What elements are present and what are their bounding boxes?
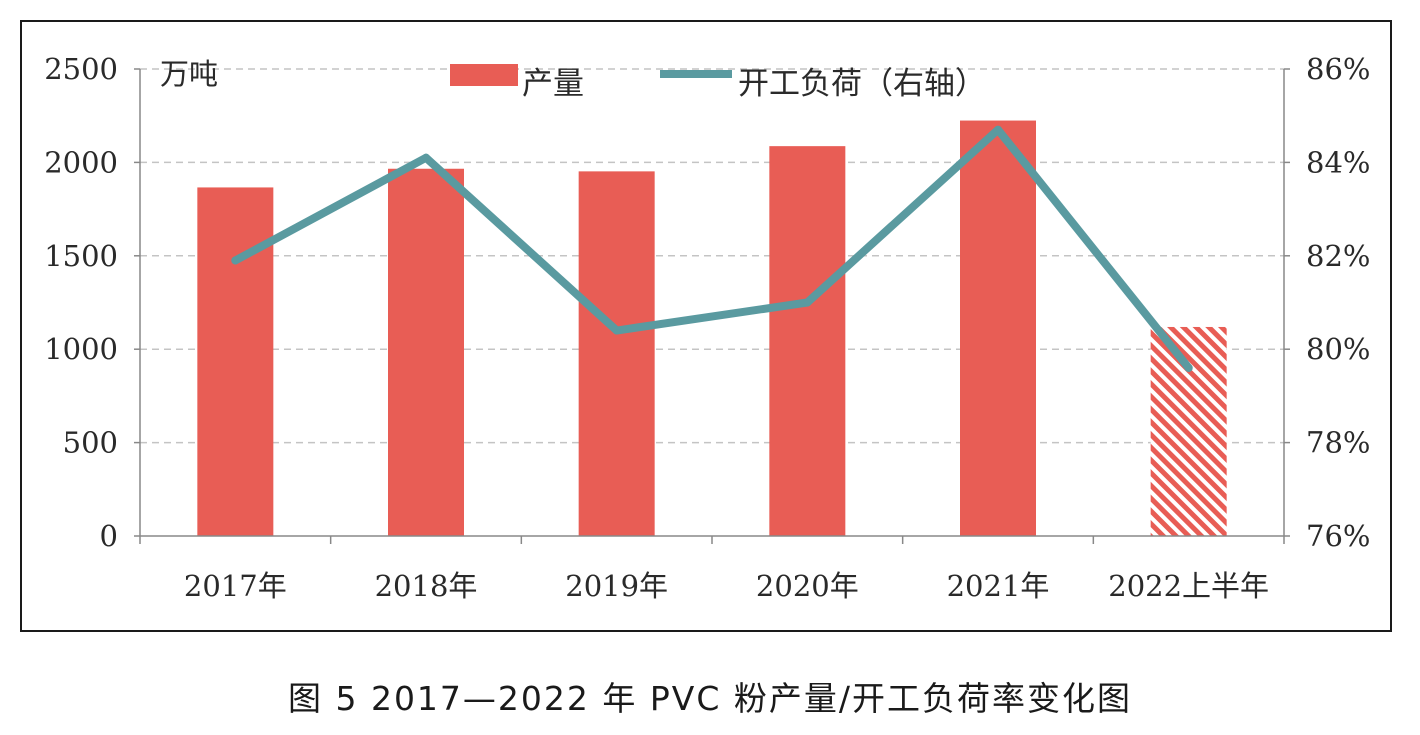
load-point xyxy=(994,125,1002,134)
y-right-tick-label: 84% xyxy=(1306,145,1370,179)
legend-swatch-output xyxy=(450,64,518,86)
line-layer xyxy=(231,125,1193,372)
label-layer: 0 76% 500 78% 1000 80% 1500 82% 2000 84% 2500 86% 20… xyxy=(44,52,1370,603)
figure-caption: 图 5 2017—2022 年 PVC 粉产量/开工负荷率变化图 xyxy=(287,679,1133,718)
chart-svg: 0 76% 500 78% 1000 80% 1500 82% 2000 84% 2500 86% 20… xyxy=(44,52,1370,603)
grid-layer xyxy=(140,68,1284,444)
y-left-unit: 万吨 xyxy=(160,57,218,91)
legend-label-load: 开工负荷（右轴） xyxy=(738,66,986,102)
y-right-tick-label: 82% xyxy=(1306,239,1370,273)
chart-frame: 0 76% 500 78% 1000 80% 1500 82% 2000 84% 2500 86% 20… xyxy=(20,20,1392,632)
bar-output xyxy=(960,120,1036,537)
load-point xyxy=(803,298,812,307)
x-tick-label: 2018年 xyxy=(375,569,478,603)
bar-layer xyxy=(197,120,1227,537)
bar-output xyxy=(197,187,274,536)
y-right-tick-label: 76% xyxy=(1306,519,1370,553)
y-right-tick-label: 86% xyxy=(1306,52,1370,86)
x-tick-label: 2020年 xyxy=(756,569,859,603)
legend-label-output: 产量 xyxy=(522,66,584,102)
bar-output xyxy=(578,171,655,536)
x-tick-label: 2022上半年 xyxy=(1108,569,1269,603)
legend: 产量 开工负荷（右轴） xyxy=(450,64,986,102)
load-line xyxy=(231,125,1193,372)
bar-output xyxy=(1150,326,1227,536)
y-right-tick-label: 78% xyxy=(1306,426,1370,460)
load-point xyxy=(231,256,240,265)
bar-output xyxy=(769,146,846,536)
y-left-tick-label: 2500 xyxy=(44,52,118,86)
load-point xyxy=(612,326,621,335)
x-tick-label: 2021年 xyxy=(947,569,1050,603)
y-left-tick-label: 500 xyxy=(63,426,118,460)
axis-layer xyxy=(134,68,1290,544)
bar-output xyxy=(388,168,464,536)
y-left-tick-label: 2000 xyxy=(44,145,118,179)
y-left-tick-label: 0 xyxy=(100,519,118,553)
y-left-tick-label: 1500 xyxy=(44,239,118,273)
x-tick-label: 2019年 xyxy=(565,569,668,603)
y-left-tick-label: 1000 xyxy=(44,332,118,366)
y-right-tick-label: 80% xyxy=(1306,332,1370,366)
load-point xyxy=(422,153,430,162)
load-point xyxy=(1184,363,1193,372)
x-tick-label: 2017年 xyxy=(184,569,287,603)
